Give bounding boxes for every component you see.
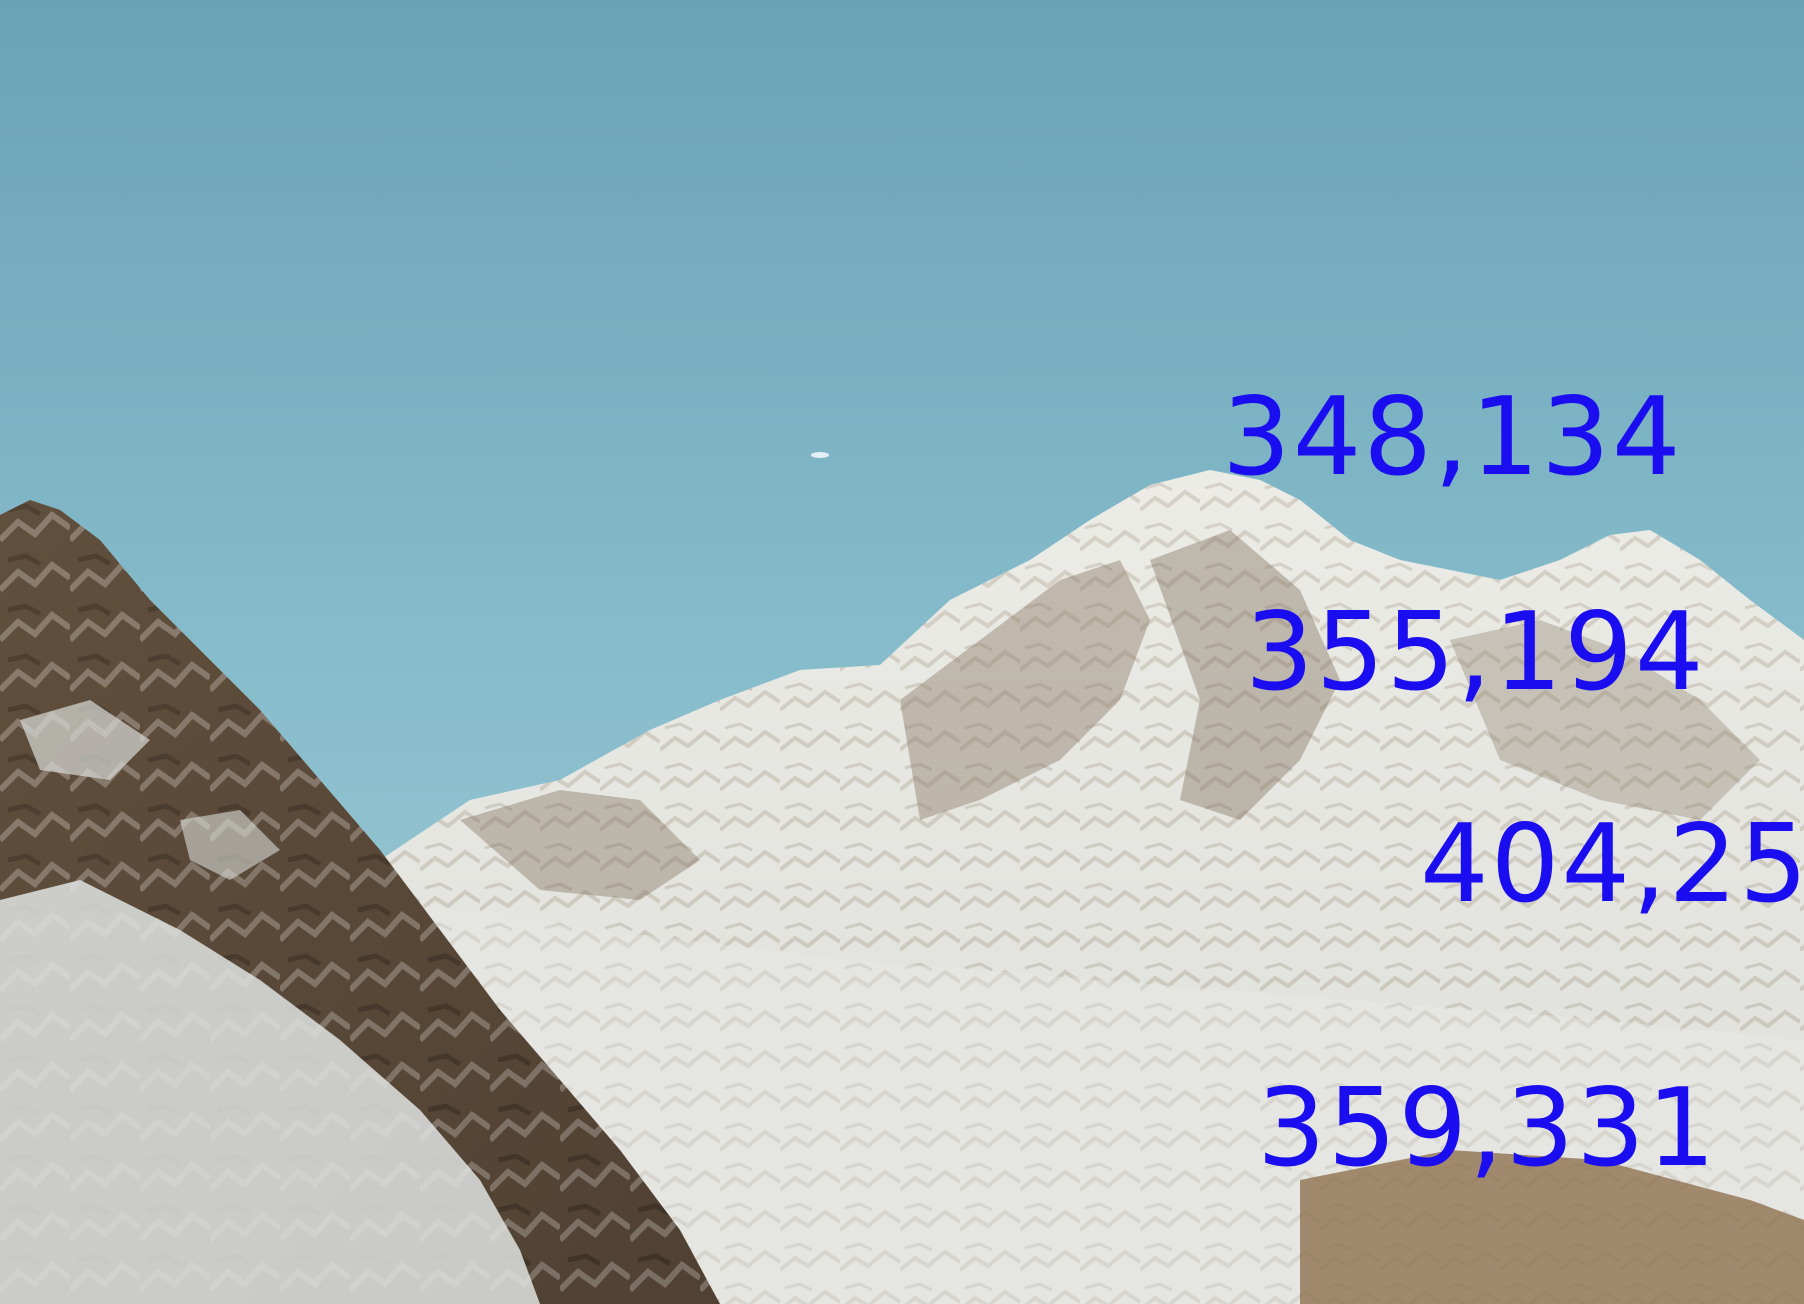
coordinate-label: 348,134 — [1222, 375, 1683, 500]
coordinate-label: 404,25 — [1420, 802, 1804, 927]
coordinate-label: 359,331 — [1257, 1066, 1718, 1191]
coordinate-label: 355,194 — [1245, 590, 1706, 715]
